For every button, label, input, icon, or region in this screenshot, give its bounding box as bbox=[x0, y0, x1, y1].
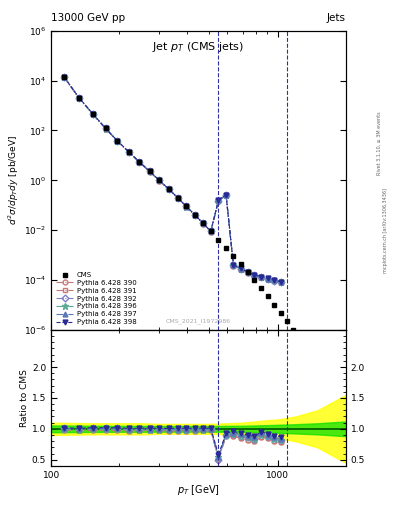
CMS bbox=[157, 177, 162, 183]
Pythia 6.428 396 bbox=[259, 274, 264, 280]
CMS bbox=[321, 368, 325, 374]
CMS bbox=[303, 343, 308, 349]
CMS bbox=[252, 277, 257, 283]
Pythia 6.428 390 bbox=[259, 274, 264, 280]
CMS bbox=[77, 95, 81, 101]
CMS bbox=[265, 293, 270, 300]
CMS bbox=[147, 168, 152, 175]
CMS bbox=[126, 148, 131, 155]
Pythia 6.428 397 bbox=[278, 279, 283, 285]
CMS bbox=[231, 252, 236, 259]
Pythia 6.428 392 bbox=[259, 274, 264, 280]
Pythia 6.428 390 bbox=[245, 269, 250, 275]
CMS bbox=[315, 360, 320, 366]
Text: mcplots.cern.ch [arXiv:1306.3436]: mcplots.cern.ch [arXiv:1306.3436] bbox=[383, 188, 387, 273]
Pythia 6.428 391 bbox=[278, 280, 283, 286]
CMS bbox=[285, 318, 290, 325]
Pythia 6.428 397 bbox=[252, 272, 257, 278]
CMS bbox=[291, 327, 296, 333]
CMS bbox=[90, 111, 95, 117]
Pythia 6.428 392 bbox=[238, 265, 243, 271]
Legend: CMS, Pythia 6.428 390, Pythia 6.428 391, Pythia 6.428 392, Pythia 6.428 396, Pyt: CMS, Pythia 6.428 390, Pythia 6.428 391,… bbox=[55, 271, 138, 327]
CMS bbox=[200, 220, 205, 226]
Pythia 6.428 392 bbox=[231, 262, 236, 268]
Line: Pythia 6.428 390: Pythia 6.428 390 bbox=[231, 263, 283, 285]
Pythia 6.428 396 bbox=[272, 278, 277, 284]
Line: Pythia 6.428 396: Pythia 6.428 396 bbox=[230, 262, 284, 285]
Pythia 6.428 396 bbox=[252, 272, 257, 278]
Line: Pythia 6.428 392: Pythia 6.428 392 bbox=[231, 263, 283, 284]
Pythia 6.428 391 bbox=[231, 263, 236, 269]
X-axis label: $p_T$ [GeV]: $p_T$ [GeV] bbox=[177, 482, 220, 497]
Pythia 6.428 390 bbox=[252, 272, 257, 279]
Pythia 6.428 391 bbox=[265, 276, 270, 282]
Pythia 6.428 398 bbox=[259, 273, 264, 280]
Text: 13000 GeV pp: 13000 GeV pp bbox=[51, 13, 125, 23]
CMS bbox=[224, 245, 228, 251]
Pythia 6.428 396 bbox=[238, 265, 243, 271]
Line: CMS: CMS bbox=[62, 75, 325, 374]
Pythia 6.428 398 bbox=[231, 262, 236, 268]
Pythia 6.428 397 bbox=[245, 269, 250, 275]
Pythia 6.428 390 bbox=[231, 263, 236, 269]
CMS bbox=[103, 125, 108, 132]
Pythia 6.428 392 bbox=[252, 272, 257, 279]
CMS bbox=[272, 302, 277, 308]
Pythia 6.428 390 bbox=[272, 278, 277, 284]
Text: CMS_2021_I1972986: CMS_2021_I1972986 bbox=[166, 318, 231, 324]
CMS bbox=[166, 186, 171, 192]
Text: Jets: Jets bbox=[327, 13, 346, 23]
Text: Jet $p_T$ (CMS jets): Jet $p_T$ (CMS jets) bbox=[152, 40, 244, 54]
Pythia 6.428 397 bbox=[259, 274, 264, 280]
Pythia 6.428 397 bbox=[265, 275, 270, 282]
Pythia 6.428 390 bbox=[278, 280, 283, 286]
Pythia 6.428 396 bbox=[265, 275, 270, 282]
Y-axis label: $d^2\sigma/dp_Tdy$ [pb/GeV]: $d^2\sigma/dp_Tdy$ [pb/GeV] bbox=[7, 135, 21, 225]
Pythia 6.428 398 bbox=[238, 265, 243, 271]
Pythia 6.428 392 bbox=[245, 269, 250, 275]
Pythia 6.428 398 bbox=[278, 279, 283, 285]
Pythia 6.428 392 bbox=[265, 275, 270, 282]
Pythia 6.428 398 bbox=[272, 277, 277, 283]
Line: Pythia 6.428 397: Pythia 6.428 397 bbox=[231, 263, 283, 284]
Pythia 6.428 396 bbox=[278, 279, 283, 285]
Pythia 6.428 397 bbox=[231, 262, 236, 268]
Pythia 6.428 390 bbox=[238, 266, 243, 272]
CMS bbox=[297, 335, 302, 341]
CMS bbox=[238, 261, 243, 267]
Y-axis label: Ratio to CMS: Ratio to CMS bbox=[20, 369, 29, 427]
Pythia 6.428 398 bbox=[245, 269, 250, 275]
Line: Pythia 6.428 391: Pythia 6.428 391 bbox=[231, 263, 283, 285]
CMS bbox=[278, 310, 283, 316]
CMS bbox=[137, 159, 141, 165]
CMS bbox=[175, 195, 180, 201]
Pythia 6.428 396 bbox=[245, 269, 250, 275]
Line: Pythia 6.428 398: Pythia 6.428 398 bbox=[231, 263, 283, 284]
Pythia 6.428 392 bbox=[278, 279, 283, 285]
CMS bbox=[62, 74, 66, 80]
Pythia 6.428 398 bbox=[265, 275, 270, 282]
CMS bbox=[192, 211, 197, 218]
CMS bbox=[208, 228, 213, 234]
Pythia 6.428 391 bbox=[272, 278, 277, 284]
Pythia 6.428 391 bbox=[245, 269, 250, 275]
Pythia 6.428 397 bbox=[272, 278, 277, 284]
Pythia 6.428 398 bbox=[252, 272, 257, 278]
Text: Rivet 3.1.10, ≥ 3M events: Rivet 3.1.10, ≥ 3M events bbox=[377, 112, 382, 175]
CMS bbox=[216, 237, 221, 243]
Pythia 6.428 391 bbox=[238, 266, 243, 272]
Pythia 6.428 391 bbox=[259, 274, 264, 280]
CMS bbox=[184, 203, 189, 209]
CMS bbox=[309, 352, 314, 358]
Pythia 6.428 390 bbox=[265, 276, 270, 282]
Pythia 6.428 396 bbox=[231, 262, 236, 268]
CMS bbox=[245, 269, 250, 275]
CMS bbox=[259, 285, 264, 291]
Pythia 6.428 392 bbox=[272, 278, 277, 284]
Pythia 6.428 397 bbox=[238, 265, 243, 271]
CMS bbox=[115, 138, 119, 144]
Pythia 6.428 391 bbox=[252, 272, 257, 279]
